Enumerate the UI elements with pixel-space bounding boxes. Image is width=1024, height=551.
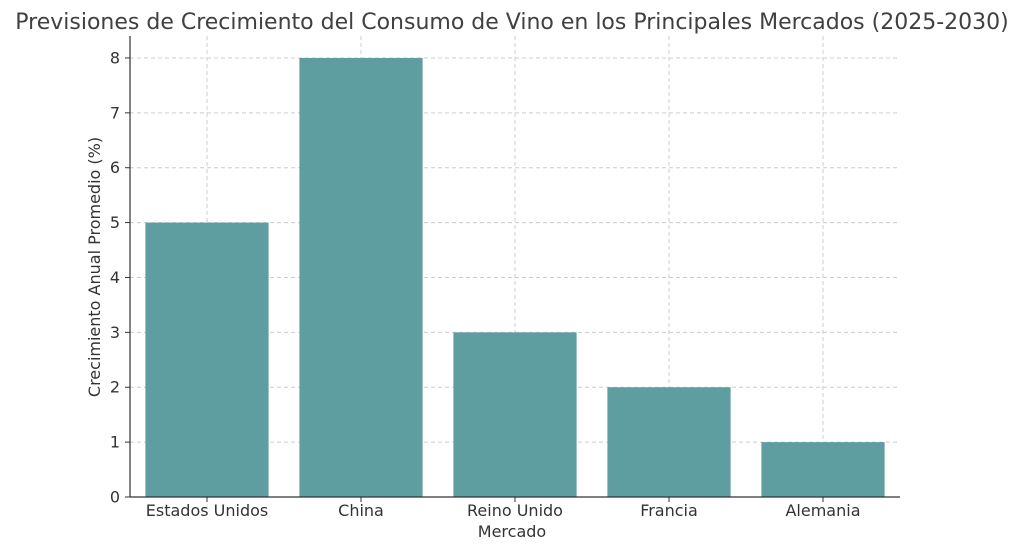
bar-francia xyxy=(607,387,731,497)
x-tick-label: Reino Unido xyxy=(467,501,563,520)
y-tick-label: 5 xyxy=(110,213,120,232)
x-tick-label: Estados Unidos xyxy=(146,501,268,520)
chart-title: Previsiones de Crecimiento del Consumo d… xyxy=(15,10,1008,35)
x-tick-label: China xyxy=(338,501,384,520)
y-tick-label: 0 xyxy=(110,488,120,507)
y-tick-label: 3 xyxy=(110,323,120,342)
bar-reino-unido xyxy=(453,332,577,497)
x-tick-label: Francia xyxy=(640,501,698,520)
y-tick-label: 1 xyxy=(110,433,120,452)
y-axis-label: Crecimiento Anual Promedio (%) xyxy=(85,137,104,397)
y-tick-label: 2 xyxy=(110,378,120,397)
y-tick-label: 4 xyxy=(110,268,120,287)
x-tick-label: Alemania xyxy=(785,501,860,520)
x-axis-label: Mercado xyxy=(478,522,546,541)
y-tick-label: 6 xyxy=(110,158,120,177)
y-tick-label: 8 xyxy=(110,48,120,67)
bar-china xyxy=(299,57,423,497)
bar-estados-unidos xyxy=(145,222,269,497)
bars xyxy=(145,57,885,497)
axes: 0 1 2 3 4 5 6 7 8 Estados Unidos China Reino Unido F… xyxy=(110,36,900,520)
bar-alemania xyxy=(761,442,885,497)
y-tick-label: 7 xyxy=(110,103,120,122)
